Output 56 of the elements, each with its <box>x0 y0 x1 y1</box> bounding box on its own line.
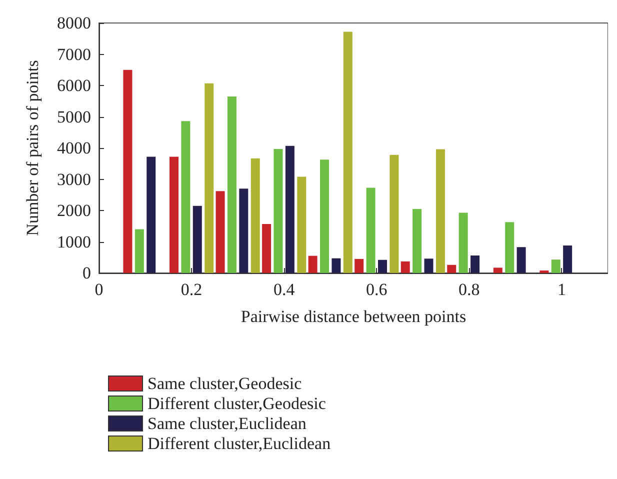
bar <box>332 258 341 273</box>
bar <box>297 176 306 273</box>
bar <box>390 154 399 273</box>
y-tick-label: 4000 <box>57 138 91 158</box>
y-tick-label: 3000 <box>57 170 91 189</box>
bar <box>412 208 422 273</box>
x-tick-label: 0.8 <box>458 280 480 299</box>
bar <box>308 256 318 273</box>
bar <box>262 224 272 273</box>
bar <box>239 188 248 273</box>
bar <box>134 229 144 273</box>
y-tick-label: 1000 <box>57 232 91 252</box>
bar <box>181 121 190 273</box>
y-tick-label: 6000 <box>57 76 91 95</box>
y-tick-label: 2000 <box>57 201 91 220</box>
bar <box>204 83 214 273</box>
bar <box>250 158 260 273</box>
x-tick-label: 0.6 <box>366 280 388 299</box>
x-tick-label: 1 <box>557 280 566 299</box>
bar <box>505 222 514 273</box>
x-tick-label: 0 <box>94 280 104 299</box>
bar <box>227 96 236 273</box>
bar <box>285 146 294 273</box>
legend-label: Same cluster,Geodesic <box>148 374 302 393</box>
legend-label: Different cluster,Geodesic <box>148 394 326 413</box>
y-tick-label: 0 <box>82 264 91 282</box>
y-tick-label: 7000 <box>57 44 91 64</box>
bar <box>563 246 572 273</box>
x-axis-title: Pairwise distance between points <box>240 307 466 326</box>
bar <box>458 212 468 273</box>
bar <box>192 206 202 273</box>
bar <box>343 32 352 273</box>
bar <box>216 191 225 273</box>
bar <box>123 70 132 273</box>
bar <box>400 261 410 273</box>
y-axis-title: Number of pairs of points <box>23 60 42 236</box>
bar <box>470 256 480 273</box>
bar <box>274 148 283 273</box>
bar <box>354 258 364 273</box>
x-tick-label: 0.4 <box>273 280 296 299</box>
legend-label: Different cluster,Euclidean <box>148 434 332 453</box>
bar <box>378 260 387 273</box>
bar <box>146 156 156 273</box>
y-tick-label: 8000 <box>57 14 91 32</box>
bar <box>366 188 376 273</box>
bar <box>424 258 434 273</box>
legend-label: Same cluster,Euclidean <box>148 414 307 433</box>
bar <box>447 264 456 273</box>
bar <box>320 160 330 273</box>
bar <box>493 268 502 273</box>
bar <box>516 247 526 273</box>
y-tick-label: 5000 <box>57 107 91 126</box>
bar <box>169 156 178 273</box>
bar <box>436 149 445 273</box>
bar <box>551 260 560 273</box>
x-tick-label: 0.2 <box>180 280 202 299</box>
